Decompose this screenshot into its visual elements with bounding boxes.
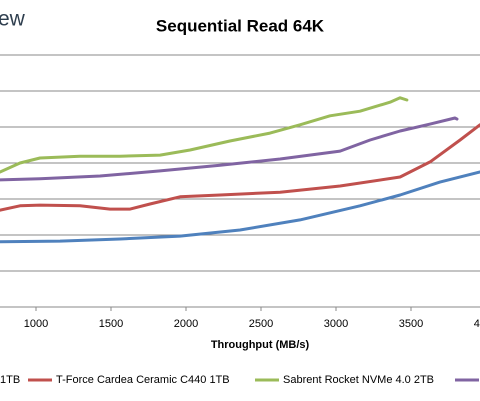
x-tick-label: 3000 (324, 318, 348, 330)
legend-label: 1TB (0, 374, 20, 386)
x-tick-label: 2000 (174, 318, 198, 330)
legend-label: T-Force Cardea Ceramic C440 1TB (56, 374, 230, 386)
legend-label: Sabrent Rocket NVMe 4.0 2TB (283, 374, 434, 386)
series-line (0, 123, 480, 212)
x-tick-label: 1500 (99, 318, 123, 330)
x-axis-label: Throughput (MB/s) (211, 339, 310, 351)
x-tick-label: 2500 (249, 318, 273, 330)
x-tick-label: 1000 (24, 318, 48, 330)
series-line (0, 116, 459, 182)
series-line (0, 96, 409, 174)
chart-title: Sequential Read 64K (156, 16, 325, 35)
logo: ew (0, 8, 26, 31)
series-line (0, 170, 480, 244)
x-tick-label: 3500 (399, 318, 423, 330)
x-tick-label: 4000 (474, 318, 480, 330)
